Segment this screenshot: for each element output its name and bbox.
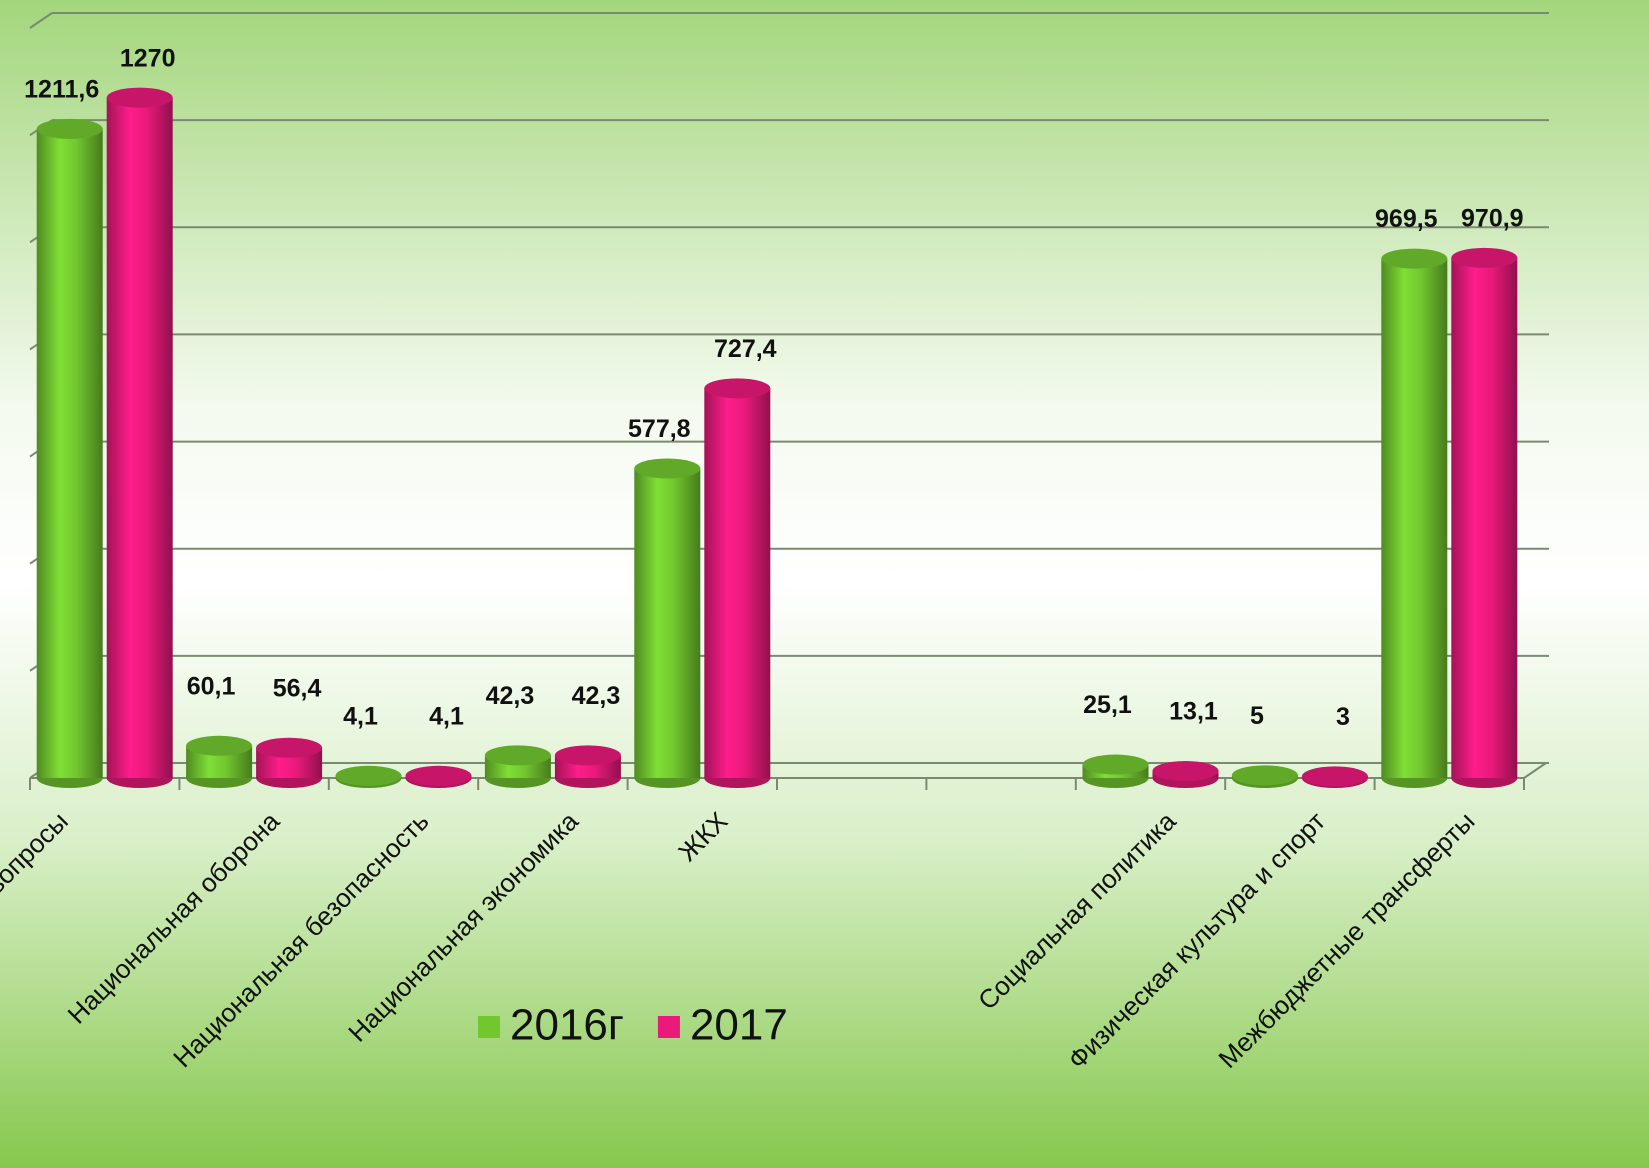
bar-top [1451,247,1518,268]
bar-top [106,87,173,108]
bar [106,87,173,788]
bar-body [1381,258,1448,778]
bar-top [634,458,701,479]
value-label: 60,1 [187,672,236,700]
value-label: 4,1 [429,702,464,730]
bar [1231,765,1298,788]
value-label: 56,4 [273,674,322,702]
bar [186,735,253,788]
bar-top [405,765,472,786]
bar [554,745,621,788]
bar-top [256,737,323,758]
value-label: 5 [1250,702,1264,730]
bar-top [1231,765,1298,786]
bar-body [1451,257,1518,778]
value-label: 4,1 [343,702,378,730]
bar [704,378,771,788]
value-label: 970,9 [1461,204,1524,232]
legend-swatch [657,1016,680,1038]
bar [1082,754,1149,788]
bar [335,765,402,788]
bar-top [36,118,103,139]
bar-body [36,128,103,778]
bar-top [1301,766,1368,787]
legend-swatch [478,1016,500,1038]
value-label: 42,3 [486,682,535,710]
bar [1381,248,1448,788]
value-label: 577,8 [628,415,691,443]
floor-right [1523,762,1547,779]
value-label: 727,4 [714,335,777,363]
bar [256,737,323,788]
value-label: 13,1 [1169,698,1218,726]
bar-top [1381,248,1448,269]
bar [484,745,551,788]
bar-top [1082,754,1149,775]
bar [405,765,472,788]
legend-label: 2016г [510,1001,624,1050]
bar [36,118,103,788]
bar-top [1152,760,1219,781]
value-label: 42,3 [572,682,621,710]
bar-body [704,388,771,778]
bar-top [335,765,402,786]
bar-top [484,745,551,766]
bar [1152,760,1219,788]
grid-side [29,12,53,29]
value-label: 1211,6 [24,76,99,104]
value-label: 3 [1336,703,1350,731]
bar-top [704,378,771,399]
value-label: 969,5 [1375,205,1438,233]
bar [1301,766,1368,788]
bar-body [106,97,173,778]
bar-top [554,745,621,766]
legend-label: 2017 [690,1001,788,1050]
bar-top [186,735,253,756]
bar [634,458,701,788]
value-label: 1270 [120,44,176,72]
bar-body [634,468,701,778]
bar [1451,247,1518,788]
value-label: 25,1 [1083,691,1132,719]
